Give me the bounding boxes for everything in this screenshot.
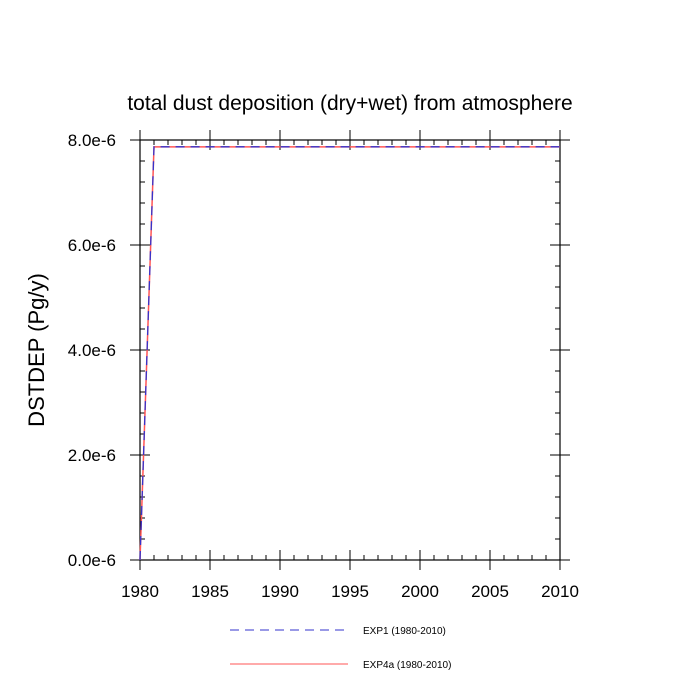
y-axis-label: DSTDEP (Pg/y) [24, 273, 49, 427]
x-tick-label: 1985 [191, 582, 229, 601]
x-tick-label: 1980 [121, 582, 159, 601]
chart-title: total dust deposition (dry+wet) from atm… [127, 92, 572, 115]
x-tick-label: 1995 [331, 582, 369, 601]
x-tick-label: 2000 [401, 582, 439, 601]
x-tick-label: 2010 [541, 582, 579, 601]
plot-area: 1980 1985 1990 1995 2000 2005 2010 0.0e-6 2.0e-6… [68, 130, 579, 601]
legend-label-exp1: EXP1 (1980-2010) [363, 626, 446, 637]
y-tick-label: 2.0e-6 [68, 446, 116, 465]
legend: EXP1 (1980-2010) EXP4a (1980-2010) [230, 626, 451, 671]
series-line-exp4a [139, 146, 560, 561]
x-tick-label: 1990 [261, 582, 299, 601]
y-tick-label: 4.0e-6 [68, 341, 116, 360]
legend-label-exp4a: EXP4a (1980-2010) [363, 660, 451, 671]
y-tick-label: 8.0e-6 [68, 131, 116, 150]
series-line-exp1 [139, 146, 560, 561]
x-tick-label: 2005 [471, 582, 509, 601]
y-tick-label: 0.0e-6 [68, 551, 116, 570]
y-tick-label: 6.0e-6 [68, 236, 116, 255]
plot-frame [139, 139, 561, 561]
